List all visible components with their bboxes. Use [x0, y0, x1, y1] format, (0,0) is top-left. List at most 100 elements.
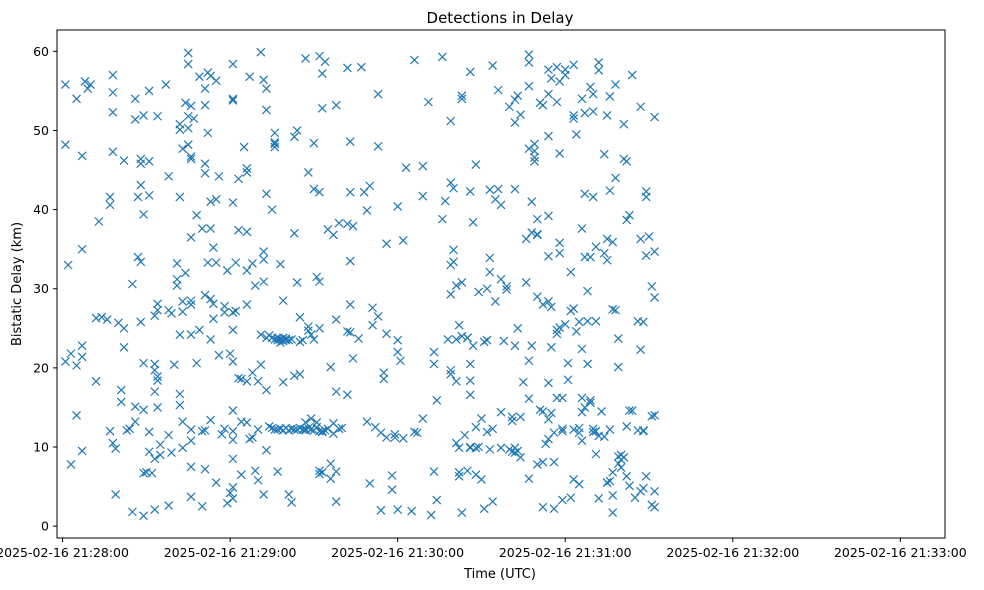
data-point: [147, 468, 157, 478]
data-point: [228, 494, 238, 503]
x-axis-label: Time (UTC): [463, 567, 536, 582]
data-point: [303, 326, 313, 336]
data-point: [538, 100, 548, 110]
data-point: [650, 112, 660, 122]
data-point: [200, 290, 210, 300]
data-point: [585, 395, 595, 405]
data-point: [108, 147, 118, 157]
data-point: [560, 65, 570, 74]
data-point: [239, 142, 249, 152]
data-point: [443, 334, 453, 344]
data-point: [130, 402, 140, 412]
data-point: [144, 86, 154, 96]
data-point: [331, 387, 341, 397]
data-point: [638, 483, 648, 493]
data-point: [289, 425, 299, 435]
data-point: [390, 433, 400, 442]
data-point: [259, 247, 269, 256]
data-point: [530, 146, 539, 156]
data-point: [471, 160, 481, 169]
data-point: [197, 501, 207, 511]
y-tick-label: 20: [33, 360, 49, 375]
data-point: [122, 425, 132, 435]
data-point: [150, 454, 160, 464]
data-point: [183, 111, 193, 121]
data-point: [164, 430, 174, 440]
data-point: [312, 418, 322, 427]
data-point: [446, 116, 456, 126]
data-point: [398, 236, 408, 245]
data-point: [63, 260, 73, 270]
data-point: [625, 481, 634, 491]
data-point: [437, 52, 447, 62]
data-point: [275, 338, 285, 347]
data-point: [236, 470, 246, 480]
data-point: [594, 65, 604, 75]
data-point: [248, 433, 257, 442]
data-point: [331, 100, 341, 110]
data-point: [541, 439, 551, 449]
data-point: [77, 341, 87, 351]
data-point: [373, 312, 383, 321]
data-point: [485, 267, 495, 277]
data-point: [602, 478, 612, 488]
data-point: [200, 168, 210, 178]
data-point: [125, 424, 135, 434]
data-point: [309, 334, 319, 344]
data-point: [644, 232, 654, 241]
data-point: [262, 105, 271, 115]
data-point: [451, 281, 461, 291]
data-point: [499, 336, 509, 346]
data-point: [91, 376, 101, 386]
data-point: [186, 296, 196, 306]
data-point: [203, 258, 213, 268]
data-point: [345, 327, 355, 337]
data-point: [94, 217, 104, 226]
data-point: [242, 266, 252, 275]
data-point: [449, 257, 458, 267]
data-point: [429, 359, 439, 369]
data-point: [197, 224, 207, 234]
data-point: [217, 429, 227, 439]
data-point: [608, 490, 618, 500]
data-point: [228, 59, 238, 69]
data-point: [563, 358, 573, 368]
data-point: [619, 119, 629, 129]
data-point: [591, 426, 601, 436]
data-point: [387, 485, 397, 495]
data-point: [613, 362, 623, 372]
data-point: [153, 403, 162, 412]
data-point: [488, 424, 498, 434]
data-point: [228, 482, 238, 492]
data-point: [485, 444, 495, 454]
data-point: [532, 459, 542, 469]
data-point: [613, 334, 623, 344]
data-point: [558, 424, 567, 434]
data-point: [457, 277, 467, 287]
data-point: [524, 394, 534, 404]
data-point: [295, 337, 305, 347]
y-axis-label: Bistatic Delay (km): [10, 222, 25, 346]
data-point: [580, 189, 590, 199]
data-point: [153, 372, 162, 382]
data-point: [608, 304, 618, 314]
data-point: [172, 281, 182, 291]
data-point: [608, 508, 618, 518]
data-point: [278, 377, 288, 387]
data-point: [382, 239, 391, 249]
data-point: [66, 459, 76, 469]
data-point: [77, 151, 87, 161]
data-point: [119, 156, 129, 165]
data-point: [396, 356, 405, 366]
data-point: [144, 156, 154, 166]
data-point: [636, 234, 646, 244]
data-point: [167, 448, 176, 457]
data-point: [102, 315, 112, 325]
data-point: [183, 48, 193, 58]
data-point: [225, 349, 235, 359]
data-point: [315, 469, 324, 479]
data-point: [242, 168, 252, 177]
data-point: [410, 55, 419, 65]
